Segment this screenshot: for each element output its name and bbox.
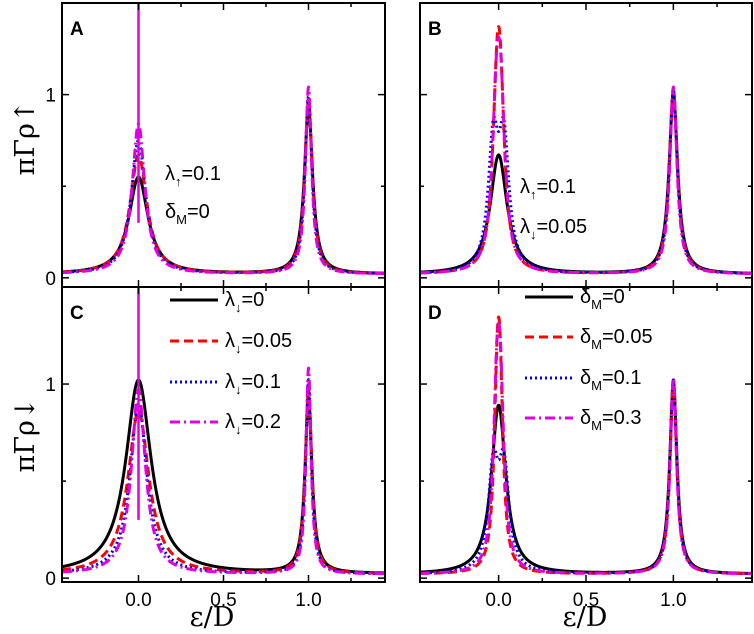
panel-c: 0 1 0.0 0.5 1.0 Cλ↓=0 λ↓=0.05 λ↓=0.1 λ↓=0.2 (45, 286, 386, 611)
panel-letter: D (428, 303, 442, 324)
legend-label: δM=0.3 (580, 407, 641, 433)
series-line-red (62, 387, 385, 575)
x-axis-label-left: ε/D (190, 602, 235, 633)
panel-letter: B (428, 19, 442, 40)
panel-frame (419, 2, 753, 288)
x-tick-label: 1.0 (660, 590, 686, 611)
panel-frame (61, 2, 386, 288)
annotation: λ↑=0.1 (520, 176, 576, 202)
y-axis-label-top-text: πΓρ↑ (10, 101, 41, 176)
series-line-magenta (62, 366, 385, 576)
ticks (62, 3, 385, 287)
legend-label: δM=0.1 (580, 367, 641, 393)
panels: 0 1 Aλ↑=0.1 δM=0 Bλ↑=0.1 λ↓=0.05 0 1 0.0 0.5 1.0 Cλ… (45, 2, 753, 611)
legend-label: λ↓=0.1 (225, 371, 281, 397)
x-axis-label-right: ε/D (563, 602, 608, 633)
x-tick-label: 0.0 (125, 590, 151, 611)
y-axis-label-bottom: πΓρ↓ (10, 398, 41, 473)
ticks (62, 287, 385, 582)
legend-label: δM=0.05 (580, 326, 653, 352)
series-line-magenta (420, 35, 752, 275)
x-tick-label: 0.0 (485, 590, 511, 611)
y-tick-label: 0 (45, 569, 56, 590)
series-line-blue (62, 94, 385, 275)
legend-label: λ↓=0.05 (225, 330, 292, 356)
annotation: δM=0 (165, 201, 210, 227)
series-line-magenta (420, 321, 752, 576)
y-tick-label: 1 (45, 86, 56, 107)
panel-c-curves (62, 287, 385, 576)
legend-label: λ↓=0 (225, 289, 264, 315)
series-line-black (420, 92, 752, 275)
series-line-red (420, 315, 752, 576)
panel-frame (61, 286, 386, 583)
y-axis-label-top: πΓρ↑ (10, 101, 41, 176)
panel-d-curves (420, 315, 752, 576)
panel-b-curves (420, 25, 752, 275)
panel-letter: C (70, 303, 84, 324)
annotation: λ↓=0.05 (520, 216, 587, 242)
series-line-blue (420, 87, 752, 275)
x-tick-label: 0.5 (210, 590, 236, 611)
ticks (420, 3, 752, 287)
panel-a: 0 1 Aλ↑=0.1 δM=0 (45, 2, 386, 290)
y-tick-label: 1 (45, 375, 56, 396)
annotation: λ↑=0.1 (165, 163, 221, 189)
panel-a-curves (62, 3, 385, 276)
y-axis-label-bottom-text: πΓρ↓ (10, 398, 41, 473)
legend-label: δM=0 (580, 286, 625, 312)
series-line-red (62, 98, 385, 275)
panel-b: Bλ↑=0.1 λ↓=0.05 (419, 2, 753, 288)
legend-label: λ↓=0.2 (225, 411, 281, 437)
series-line-black (62, 107, 385, 275)
x-tick-label: 1.0 (295, 590, 321, 611)
x-tick-label: 0.5 (573, 590, 599, 611)
ticks (420, 287, 752, 582)
series-line-magenta (62, 85, 385, 276)
panel-letter: A (70, 19, 84, 40)
panel-d: 0.0 0.5 1.0 DδM=0 δM=0.05 δM=0.1 δM=0.3 (419, 286, 753, 611)
y-tick-label: 0 (45, 269, 56, 290)
